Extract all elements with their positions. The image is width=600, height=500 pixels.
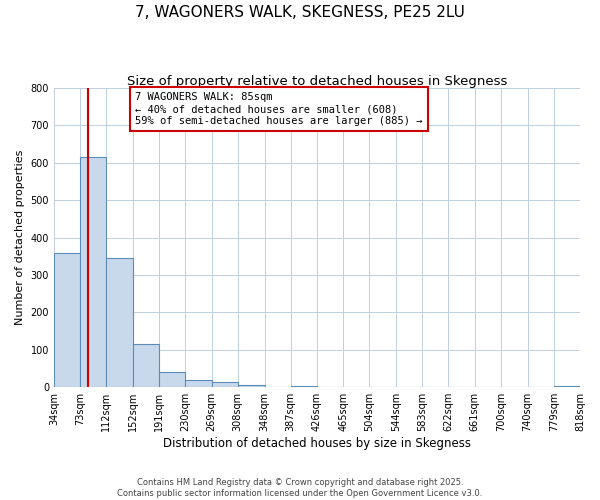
Text: Contains HM Land Registry data © Crown copyright and database right 2025.
Contai: Contains HM Land Registry data © Crown c… [118,478,482,498]
Title: Size of property relative to detached houses in Skegness: Size of property relative to detached ho… [127,75,507,88]
Bar [185,380,212,387]
Bar [291,386,317,387]
Bar [212,382,238,387]
Bar [554,386,580,387]
Bar [106,258,133,387]
Bar [80,157,106,387]
Y-axis label: Number of detached properties: Number of detached properties [15,150,25,326]
X-axis label: Distribution of detached houses by size in Skegness: Distribution of detached houses by size … [163,437,471,450]
Text: 7, WAGONERS WALK, SKEGNESS, PE25 2LU: 7, WAGONERS WALK, SKEGNESS, PE25 2LU [135,5,465,20]
Bar [133,344,159,387]
Bar [54,252,80,387]
Bar [238,386,265,387]
Text: 7 WAGONERS WALK: 85sqm
← 40% of detached houses are smaller (608)
59% of semi-de: 7 WAGONERS WALK: 85sqm ← 40% of detached… [136,92,423,126]
Bar [159,372,185,387]
